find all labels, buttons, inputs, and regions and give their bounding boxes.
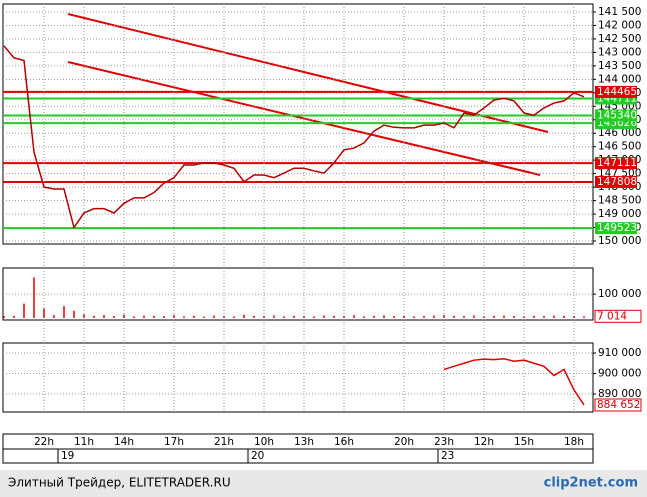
x-tick-label: 20h — [394, 436, 414, 448]
x-tick-label: 21h — [214, 436, 234, 448]
y-tick-label: 149 000 — [598, 208, 641, 220]
channel-upper — [67, 13, 549, 133]
level-label: 144465 — [597, 86, 637, 98]
y-tick-label: 146 000 — [598, 127, 641, 139]
x-tick-label: 22h — [34, 436, 54, 448]
x-tick-label: 15h — [514, 436, 534, 448]
level-label: 149523 — [597, 222, 637, 234]
value-label: 884 652 — [597, 399, 640, 411]
level-label-box — [595, 157, 637, 170]
x-tick-label: 18h — [564, 436, 584, 448]
level-label: 147808 — [597, 176, 637, 188]
y-tick-label: 142 000 — [598, 19, 641, 31]
y-tick-label: 143 000 — [598, 46, 641, 58]
level-label-box — [595, 175, 637, 188]
x-tick-label: 23h — [434, 436, 454, 448]
x-tick-label: 14h — [114, 436, 134, 448]
x-tick-label: 13h — [294, 436, 314, 448]
y-tick-label: 143 500 — [598, 60, 641, 72]
x-tick-label: 12h — [474, 436, 494, 448]
y-tick-label: 900 000 — [598, 368, 641, 380]
price-line — [443, 357, 585, 406]
level-label: 147111 — [597, 157, 637, 169]
y-tick-label: 150 000 — [598, 235, 641, 247]
level-label-box — [595, 85, 637, 98]
date-label: 19 — [61, 450, 74, 462]
x-tick-label: 10h — [254, 436, 274, 448]
indicator-panel — [2, 342, 594, 413]
x-tick-label: 17h — [164, 436, 184, 448]
y-tick-label: 141 500 — [598, 6, 641, 18]
y-tick-label: 148 500 — [598, 195, 641, 207]
logo: clip2net.com — [544, 476, 638, 491]
level-label: 145340 — [597, 109, 637, 121]
value-label-box — [594, 309, 642, 323]
y-tick-label: 100 000 — [598, 288, 641, 300]
date-label: 20 — [251, 450, 264, 462]
y-tick-label: 144 000 — [598, 73, 641, 85]
level-label-box — [595, 109, 637, 122]
footer-text: Элитный Трейдер, ELITETRADER.RU — [8, 476, 231, 490]
value-label: 7 014 — [597, 310, 627, 322]
x-tick-label: 11h — [74, 436, 94, 448]
y-tick-label: 146 500 — [598, 141, 641, 153]
y-tick-label: 890 000 — [598, 388, 641, 400]
level-label-box — [595, 222, 637, 235]
y-tick-label: 142 500 — [598, 33, 641, 45]
x-tick-label: 16h — [334, 436, 354, 448]
footer-bar — [0, 470, 647, 497]
date-label: 23 — [441, 450, 454, 462]
price-line — [3, 45, 585, 230]
value-label-box — [594, 398, 642, 412]
y-tick-label: 910 000 — [598, 347, 641, 359]
